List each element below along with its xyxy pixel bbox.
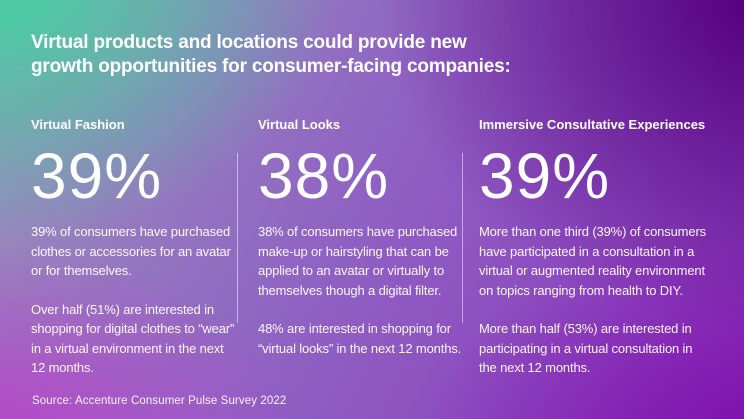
stat-column-virtual-fashion: Virtual Fashion 39% 39% of consumers hav… (31, 117, 237, 378)
stat-description-virtual-fashion-1: 39% of consumers have purchased clothes … (31, 224, 231, 278)
column-heading-immersive-experiences: Immersive Consultative Experiences (479, 117, 706, 132)
slide-title: Virtual products and locations could pro… (31, 31, 511, 78)
stat-description-immersive-experiences-1: More than one third (39%) of consumers h… (479, 224, 706, 298)
source-note: Source: Accenture Consumer Pulse Survey … (32, 395, 287, 407)
stat-description-virtual-looks-2: 48% are interested in shopping for “virt… (258, 321, 462, 356)
column-divider-1 (237, 153, 238, 323)
stat-value-virtual-looks: 38% (258, 140, 390, 212)
stats-columns: Virtual Fashion 39% 39% of consumers hav… (31, 117, 711, 378)
stat-value-immersive-experiences: 39% (479, 140, 611, 212)
slide-title-line-1: Virtual products and locations could pro… (31, 32, 467, 53)
column-heading-virtual-looks: Virtual Looks (258, 117, 341, 132)
stat-value-virtual-fashion: 39% (31, 140, 163, 212)
stat-column-virtual-looks: Virtual Looks 38% 38% of consumers have … (237, 117, 462, 378)
column-divider-2 (462, 153, 463, 323)
stat-description-immersive-experiences-2: More than half (53%) are interested in p… (479, 321, 693, 375)
slide-title-line-2: growth opportunities for consumer-facing… (31, 55, 511, 77)
stat-description-virtual-looks-1: 38% of consumers have purchased make-up … (258, 224, 458, 298)
column-heading-virtual-fashion: Virtual Fashion (31, 117, 125, 132)
stat-column-immersive-experiences: Immersive Consultative Experiences 39% M… (462, 117, 711, 378)
stat-description-virtual-fashion-2: Over half (51%) are interested in shoppi… (31, 301, 235, 376)
